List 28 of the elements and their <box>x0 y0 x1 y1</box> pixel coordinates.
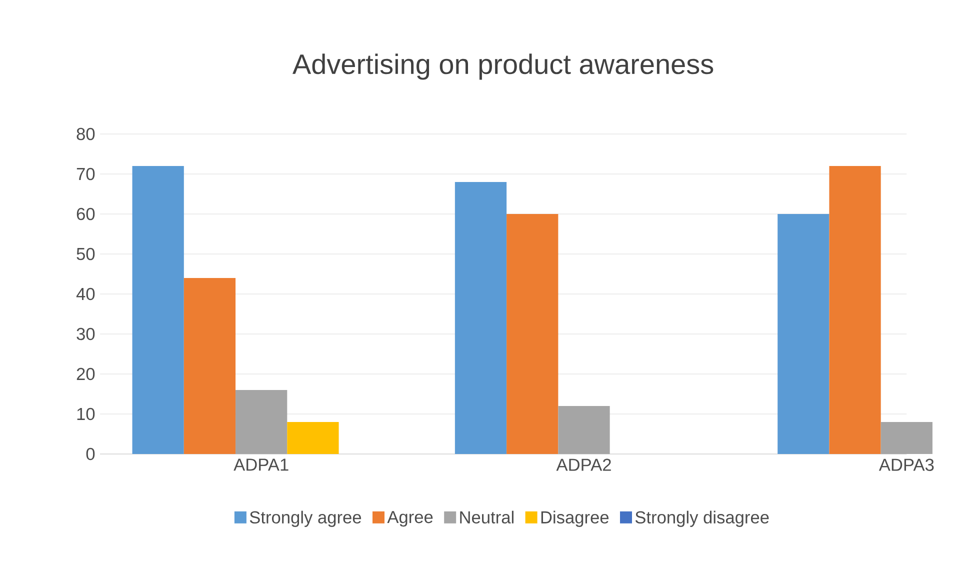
bar <box>184 278 236 454</box>
x-tick-label: ADPA3 <box>878 458 934 471</box>
y-tick-label: 70 <box>76 168 95 180</box>
y-tick-label: 0 <box>86 448 95 460</box>
bar <box>236 390 288 454</box>
y-tick-label: 30 <box>76 328 95 340</box>
bar <box>454 182 507 454</box>
y-tick-label: 20 <box>76 368 95 380</box>
x-tick-label: ADPA1 <box>234 458 288 471</box>
y-tick-label: 80 <box>76 128 95 140</box>
y-tick-label: 60 <box>76 208 95 220</box>
legend-label: Disagree <box>541 510 609 527</box>
bar <box>829 166 881 454</box>
legend-label: Agree <box>387 511 433 527</box>
legend-label: Neutral <box>460 510 514 524</box>
bar <box>558 406 610 454</box>
bar <box>778 214 830 454</box>
y-tick-label: 40 <box>76 288 95 300</box>
chart-title: Advertising on product awareness <box>292 54 714 80</box>
bar <box>132 166 184 454</box>
legend-label: Strongly disagree <box>635 510 769 527</box>
x-tick-label: ADPA2 <box>556 458 611 471</box>
y-tick-label: 10 <box>77 408 95 420</box>
bar <box>506 214 558 454</box>
bar <box>287 422 339 454</box>
y-tick-label: 50 <box>76 248 95 260</box>
legend-label: Strongly agree <box>250 510 362 527</box>
bar <box>880 422 932 454</box>
